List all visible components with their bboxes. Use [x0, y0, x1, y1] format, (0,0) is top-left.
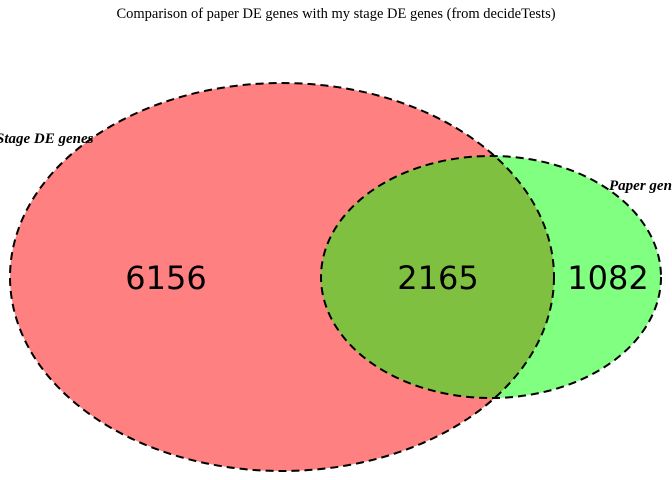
- count-stage-only: 6156: [125, 259, 206, 297]
- paper-set-outline: [320, 155, 662, 399]
- overlap-region: [321, 156, 554, 398]
- paper-set-label: Paper genes: [609, 178, 672, 194]
- diagram-title: Comparison of paper DE genes with my sta…: [116, 6, 555, 22]
- count-paper-only: 1082: [567, 259, 648, 297]
- stage-set-label: Stage DE genes: [0, 131, 94, 147]
- count-both: 2165: [397, 259, 478, 297]
- stage-set-outline: [9, 82, 555, 472]
